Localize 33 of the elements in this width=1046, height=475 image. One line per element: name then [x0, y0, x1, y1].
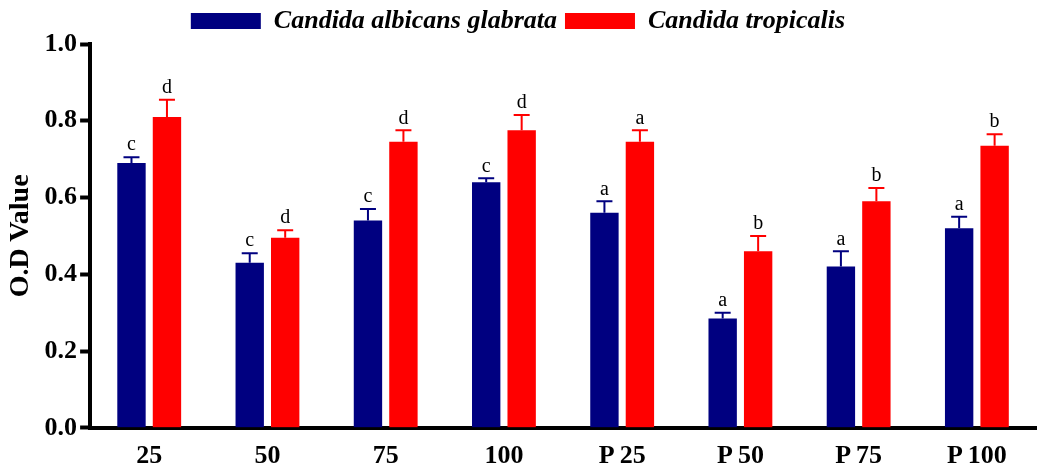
- y-tick-label: 0.4: [44, 258, 78, 287]
- legend-label: Candida tropicalis: [647, 4, 846, 34]
- annotation: a: [836, 226, 846, 249]
- annotation: a: [635, 105, 645, 128]
- legend-label: Candida albicans glabrata: [273, 4, 557, 34]
- y-tick-label: 0.2: [44, 334, 78, 364]
- y-tick-label: 0.6: [44, 181, 78, 211]
- x-tick-label: 75: [372, 440, 399, 470]
- x-tick-label: P 75: [835, 440, 883, 470]
- annotation: c: [127, 132, 137, 155]
- annotation: b: [871, 163, 882, 186]
- x-tick-label: 50: [254, 440, 281, 470]
- x-tick-label: P 50: [716, 440, 764, 470]
- annotation: b: [753, 211, 764, 234]
- y-tick-label: 1.0: [44, 27, 78, 57]
- annotation: c: [245, 228, 255, 251]
- y-axis-title: O.D Value: [3, 174, 35, 298]
- x-tick-label: 100: [484, 440, 524, 470]
- annotation: d: [398, 105, 409, 128]
- annotation: c: [481, 153, 491, 176]
- y-tick-label: 0.8: [44, 104, 78, 134]
- annotation: c: [363, 184, 373, 207]
- annotation: a: [954, 191, 964, 214]
- annotation: d: [161, 74, 172, 97]
- annotation: a: [718, 287, 728, 310]
- x-tick-label: P 25: [598, 440, 646, 470]
- x-tick-label: 25: [136, 440, 163, 470]
- annotation: d: [280, 205, 291, 228]
- annotation: d: [516, 90, 527, 113]
- annotation: b: [989, 109, 1000, 132]
- x-tick-label: P 100: [946, 440, 1007, 470]
- annotation: a: [599, 176, 609, 199]
- y-tick-label: 0.0: [44, 411, 78, 441]
